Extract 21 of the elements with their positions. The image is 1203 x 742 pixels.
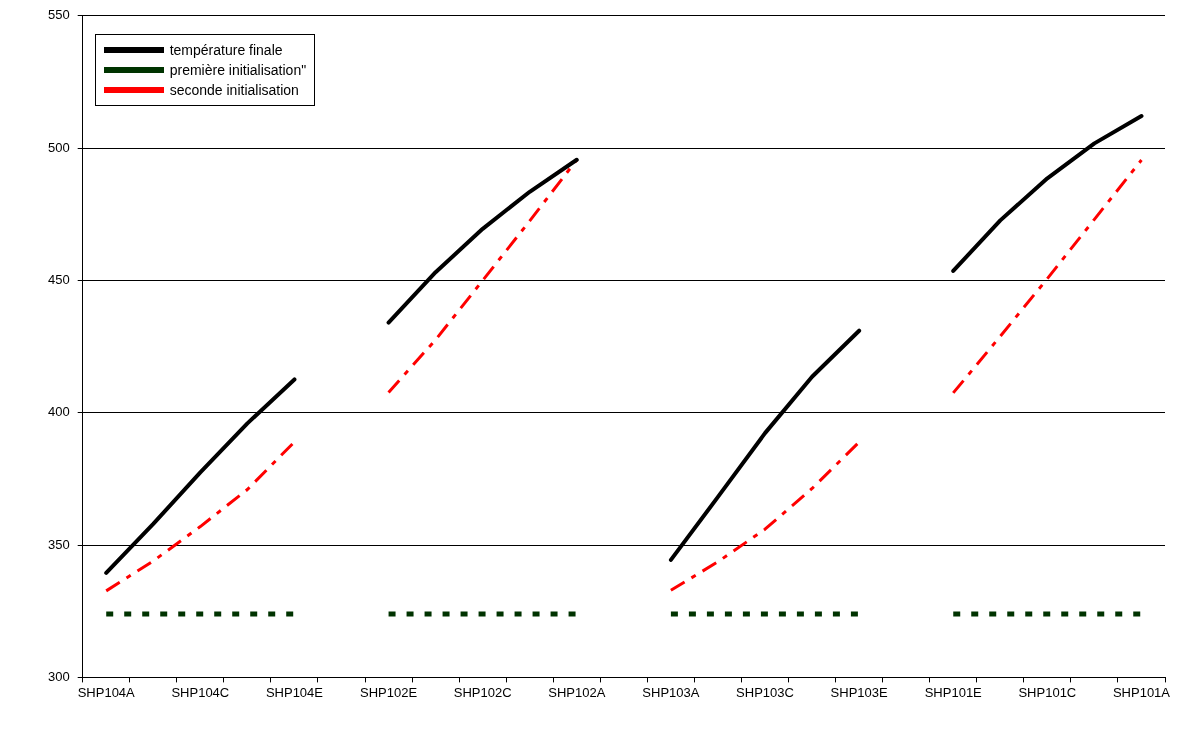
y-tick-label: 300 — [47, 668, 70, 684]
y-tick-label: 350 — [47, 536, 70, 552]
x-tick-label: SHP104E — [265, 684, 324, 700]
x-tick-label: SHP102A — [548, 684, 606, 700]
x-tick-label: SHP102C — [453, 684, 512, 700]
x-tick-label: SHP103C — [736, 684, 794, 700]
x-tick-label: SHP101E — [924, 684, 983, 700]
x-tick-label: SHP103A — [642, 684, 700, 700]
x-tick-label: SHP104C — [171, 684, 230, 700]
x-tick-label: SHP101C — [1018, 684, 1077, 700]
x-tick-label: SHP101A — [1112, 684, 1171, 700]
legend-label: seconde initialisation — [169, 80, 299, 100]
legend-label: première initialisation" — [169, 60, 307, 80]
y-tick-label: 450 — [47, 272, 70, 288]
x-tick-label: SHP103E — [830, 684, 888, 700]
y-tick-label: 550 — [47, 7, 70, 23]
x-tick-label: SHP102E — [360, 684, 418, 700]
y-tick-label: 400 — [47, 404, 70, 420]
legend-label: température finale — [169, 40, 283, 60]
x-tick-label: SHP104A — [77, 684, 136, 700]
y-tick-label: 500 — [47, 139, 70, 155]
